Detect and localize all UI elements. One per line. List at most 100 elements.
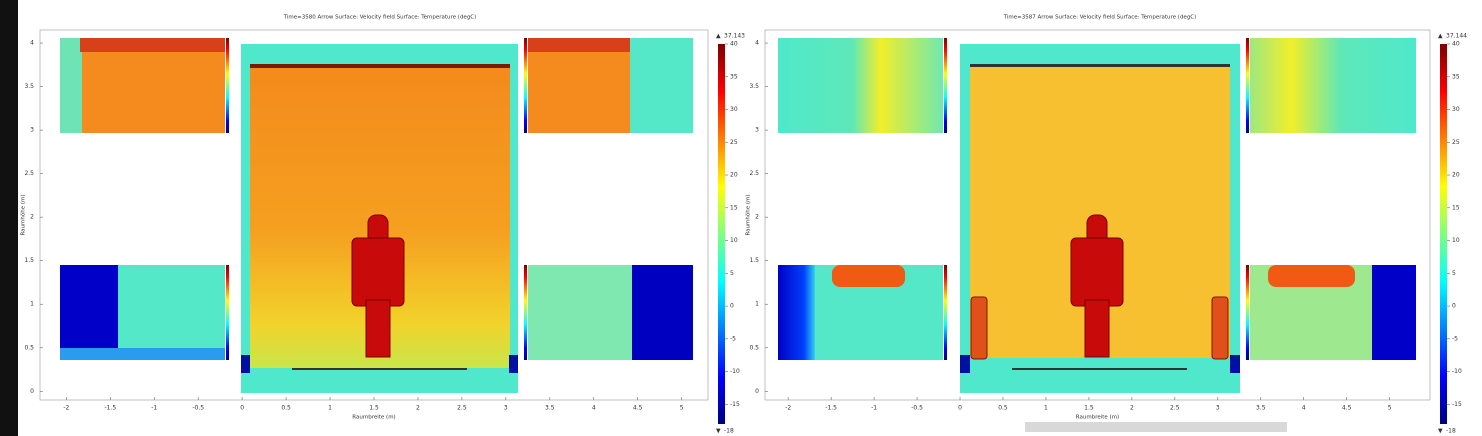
x-tick-label: 2 xyxy=(1130,405,1134,412)
surface-region xyxy=(292,368,467,370)
surface-region xyxy=(241,355,250,373)
x-tick-label: 0 xyxy=(958,405,962,412)
colorbar-tick-label: 25 xyxy=(730,139,738,146)
surface-region xyxy=(1268,265,1355,287)
surfaces xyxy=(60,38,1416,393)
x-tick-label: 2.5 xyxy=(1170,405,1180,412)
surface-region xyxy=(1230,355,1240,373)
colorbar-tick-label: 10 xyxy=(730,237,738,244)
x-tick-label: 5 xyxy=(680,405,684,412)
surface-region xyxy=(1246,38,1249,133)
max-marker: ▲ xyxy=(1438,33,1443,40)
x-tick-label: -0.5 xyxy=(911,405,923,412)
x-axis-label: Raumbreite (m) xyxy=(1076,415,1119,421)
x-tick-label: -0.5 xyxy=(192,405,204,412)
y-tick-label: 0 xyxy=(755,388,759,395)
max-marker: ▲ xyxy=(716,33,721,40)
surface-region xyxy=(250,64,510,68)
x-tick-label: 0 xyxy=(240,405,244,412)
y-tick-label: 1 xyxy=(755,301,759,308)
y-tick-label: 3.5 xyxy=(24,83,34,90)
colorbar-tick-label: 40 xyxy=(1452,41,1460,48)
x-tick-label: 1.5 xyxy=(1084,405,1094,412)
colorbar-tick-label: -5 xyxy=(1452,335,1458,342)
chart-title: Time=3587 Arrow Surface: Velocity field … xyxy=(1003,15,1197,21)
x-tick-label: -1.5 xyxy=(825,405,837,412)
colorbar-min: -18 xyxy=(1446,428,1456,435)
surface-region xyxy=(1012,368,1187,370)
x-tick-label: 0.5 xyxy=(998,405,1008,412)
colorbar-tick-label: -15 xyxy=(730,401,740,408)
y-tick-label: 1 xyxy=(30,301,34,308)
surface-region xyxy=(60,38,82,133)
surface-region xyxy=(524,38,527,133)
colorbar-tick-label: 20 xyxy=(1452,172,1460,179)
surface-region xyxy=(528,38,630,52)
surface-region xyxy=(528,38,630,133)
y-tick-label: 2.5 xyxy=(24,170,34,177)
x-tick-label: 4.5 xyxy=(1342,405,1352,412)
colorbar-tick-label: 5 xyxy=(1452,270,1456,277)
surface-region xyxy=(944,265,947,360)
surface-region xyxy=(226,265,229,360)
surface-region xyxy=(1070,237,1124,307)
surface-region xyxy=(1372,265,1416,360)
colorbar-tick-label: 5 xyxy=(730,270,734,277)
x-tick-label: 4 xyxy=(1302,405,1306,412)
y-tick-label: 3.5 xyxy=(749,83,759,90)
colorbar xyxy=(1440,44,1447,424)
x-tick-label: -1 xyxy=(871,405,877,412)
y-tick-label: 2 xyxy=(30,214,34,221)
x-tick-label: -1 xyxy=(151,405,157,412)
y-tick-label: 0.5 xyxy=(24,344,34,351)
y-tick-label: 2 xyxy=(755,214,759,221)
y-axis-label: Raumhöhe (m) xyxy=(746,194,752,235)
surface-region xyxy=(778,265,815,360)
scrollbar xyxy=(1025,422,1287,432)
surface-region xyxy=(832,265,905,287)
colorbar-max: 37.144 xyxy=(1446,33,1467,40)
surface-region xyxy=(509,355,518,373)
x-tick-label: 3 xyxy=(504,405,508,412)
colorbar-tick-label: 15 xyxy=(1452,204,1460,211)
y-tick-label: 3 xyxy=(30,127,34,134)
y-tick-label: 2.5 xyxy=(749,170,759,177)
colorbar-tick-label: 0 xyxy=(730,303,734,310)
surface-region xyxy=(60,38,225,133)
x-tick-label: 0.5 xyxy=(281,405,291,412)
surface-region xyxy=(365,299,391,358)
colorbar-tick-label: -10 xyxy=(730,368,740,375)
surface-region xyxy=(632,265,693,360)
x-tick-label: 1.5 xyxy=(369,405,379,412)
surface-region xyxy=(80,38,225,52)
colorbar-tick-label: 30 xyxy=(1452,106,1460,113)
colorbar-tick-label: 35 xyxy=(730,73,738,80)
colorbar-tick-label: -10 xyxy=(1452,368,1462,375)
colorbar-min: -18 xyxy=(724,428,734,435)
surface-region xyxy=(970,296,988,360)
x-axis-label: Raumbreite (m) xyxy=(352,415,395,421)
colorbar-tick-label: 40 xyxy=(730,41,738,48)
colorbar-tick-label: 10 xyxy=(1452,237,1460,244)
x-tick-label: 5 xyxy=(1388,405,1392,412)
colorbar-tick-label: 35 xyxy=(1452,73,1460,80)
x-tick-label: 3.5 xyxy=(545,405,555,412)
colorbar-tick-label: 15 xyxy=(730,204,738,211)
surface-region xyxy=(524,265,527,360)
surface-region xyxy=(944,38,947,133)
colorbar-tick-label: 30 xyxy=(730,106,738,113)
y-tick-label: 1.5 xyxy=(749,257,759,264)
x-tick-label: -2 xyxy=(63,405,69,412)
y-tick-label: 4 xyxy=(755,40,759,47)
surface-region xyxy=(1211,296,1229,360)
y-tick-label: 0 xyxy=(30,388,34,395)
surface-region xyxy=(60,348,225,360)
x-tick-label: 4 xyxy=(592,405,596,412)
surface-region xyxy=(1250,38,1416,133)
colorbar-tick-label: -5 xyxy=(730,335,736,342)
surface-region xyxy=(1246,265,1249,360)
x-tick-label: 4.5 xyxy=(633,405,643,412)
x-tick-label: 1 xyxy=(328,405,332,412)
surface-region xyxy=(351,237,405,307)
min-marker: ▼ xyxy=(1438,428,1443,435)
